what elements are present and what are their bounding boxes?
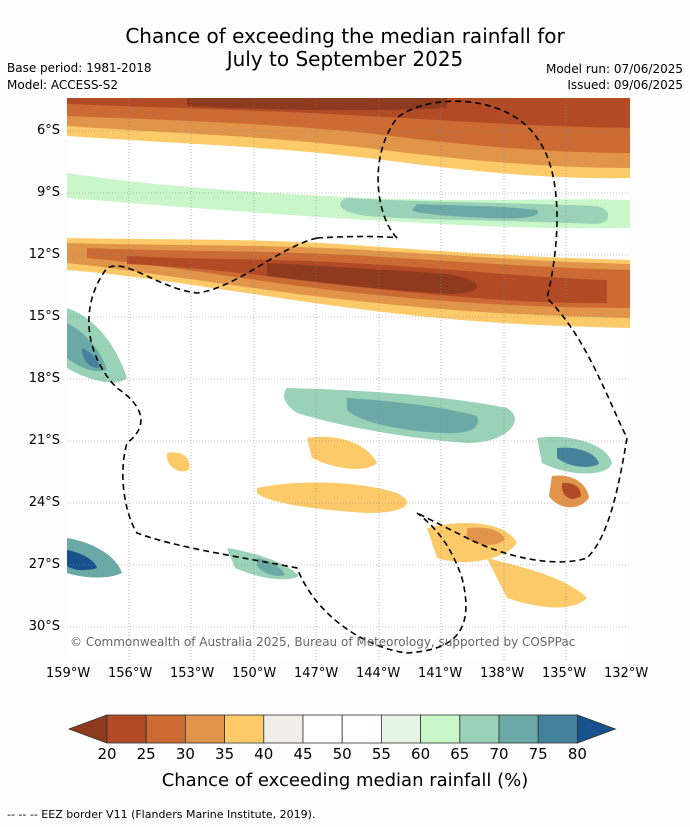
colorbar-segment <box>224 714 265 744</box>
lon-tick: 144°W <box>356 666 401 681</box>
title-line-1: Chance of exceeding the median rainfall … <box>125 24 565 48</box>
colorbar-tick-label: 30 <box>175 745 195 763</box>
colorbar-tick-label: 75 <box>528 745 548 763</box>
colorbar-tick-label: 40 <box>254 745 274 763</box>
lon-tick: 141°W <box>418 666 463 681</box>
copyright-text: © Commonwealth of Australia 2025, Bureau… <box>70 635 575 649</box>
colorbar-tick-label: 60 <box>411 745 431 763</box>
colorbar-tick-label: 70 <box>489 745 509 763</box>
lon-tick: 138°W <box>480 666 525 681</box>
lon-tick: 153°W <box>170 666 215 681</box>
colorbar-segment <box>459 714 500 744</box>
lat-tick: 24°S <box>28 495 60 510</box>
colorbar-tick-label: 20 <box>97 745 117 763</box>
colorbar-segment <box>380 714 421 744</box>
title-line-2: July to September 2025 <box>226 47 464 71</box>
colorbar-tick-label: 80 <box>567 745 587 763</box>
lon-tick: 135°W <box>542 666 587 681</box>
eez-legend-note: -- -- -- EEZ border V11 (Flanders Marine… <box>7 808 316 821</box>
colorbar-extend-high <box>577 714 617 744</box>
colorbar-tick-label: 35 <box>215 745 235 763</box>
colorbar-tick-label: 65 <box>450 745 470 763</box>
lat-tick: 6°S <box>36 123 60 138</box>
colorbar <box>67 714 617 744</box>
colorbar-segment <box>184 714 225 744</box>
colorbar-segment <box>263 714 304 744</box>
colorbar-title: Chance of exceeding median rainfall (%) <box>161 770 529 791</box>
colorbar-segment <box>498 714 539 744</box>
lat-tick: 18°S <box>28 371 60 386</box>
colorbar-extend-low <box>67 714 108 744</box>
issued-label: Issued: 09/06/2025 <box>567 78 683 92</box>
lon-tick: 147°W <box>294 666 339 681</box>
lat-tick: 15°S <box>28 309 60 324</box>
model-run-label: Model run: 07/06/2025 <box>545 62 683 76</box>
colorbar-segment <box>302 714 343 744</box>
colorbar-tick-label: 55 <box>371 745 391 763</box>
lon-tick: 159°W <box>46 666 91 681</box>
lat-tick: 12°S <box>28 247 60 262</box>
base-period-label: Base period: 1981-2018 <box>7 61 152 75</box>
eez-border <box>88 100 628 654</box>
colorbar-tick-label: 50 <box>332 745 352 763</box>
lat-tick: 30°S <box>28 619 60 634</box>
colorbar-segment <box>341 714 382 744</box>
lat-tick: 27°S <box>28 557 60 572</box>
lon-tick: 132°W <box>604 666 649 681</box>
map-canvas: © Commonwealth of Australia 2025, Bureau… <box>67 98 630 660</box>
rainfall-map: © Commonwealth of Australia 2025, Bureau… <box>67 98 630 660</box>
lat-tick: 21°S <box>28 433 60 448</box>
lon-tick: 150°W <box>232 666 277 681</box>
colorbar-segment <box>145 714 186 744</box>
colorbar-segment <box>420 714 461 744</box>
colorbar-tick-label: 45 <box>293 745 313 763</box>
colorbar-segment <box>106 714 147 744</box>
colorbar-segment <box>537 714 578 744</box>
model-label: Model: ACCESS-S2 <box>7 78 119 92</box>
lon-tick: 156°W <box>108 666 153 681</box>
colorbar-tick-label: 25 <box>136 745 156 763</box>
lat-tick: 9°S <box>36 185 60 200</box>
